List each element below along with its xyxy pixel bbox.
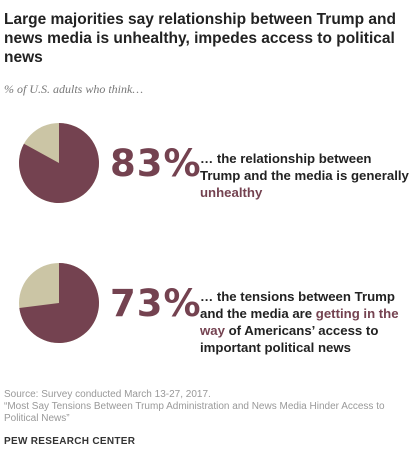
percent-label-unhealthy: 83% <box>110 142 202 185</box>
brand-logo-text: PEW RESEARCH CENTER <box>4 436 136 447</box>
pie-slice-main <box>19 123 100 203</box>
source-note: Source: Survey conducted March 13-27, 20… <box>4 389 416 425</box>
description-unhealthy: … the relationship between Trump and the… <box>200 150 410 201</box>
description-text: … the tensions between Trump and the med… <box>200 289 395 321</box>
chart-title: Large majorities say relationship betwee… <box>4 11 396 66</box>
percent-label-getting-in-way: 73% <box>110 282 202 325</box>
description-highlight: unhealthy <box>200 185 263 200</box>
source-report-title: “Most Say Tensions Between Trump Adminis… <box>4 401 385 424</box>
description-text-end: of Americans’ access to important politi… <box>200 323 379 355</box>
chart-subtitle: % of U.S. adults who think… <box>4 82 144 96</box>
pie-chart-getting-in-way <box>19 263 100 343</box>
description-highlight: getting in the way <box>200 306 399 338</box>
pie-chart-unhealthy <box>19 123 100 203</box>
description-text: … the relationship between Trump and the… <box>200 151 409 183</box>
source-line: Source: Survey conducted March 13-27, 20… <box>4 389 211 400</box>
pie-slice-main <box>19 263 100 343</box>
description-getting-in-way: … the tensions between Trump and the med… <box>200 288 410 356</box>
